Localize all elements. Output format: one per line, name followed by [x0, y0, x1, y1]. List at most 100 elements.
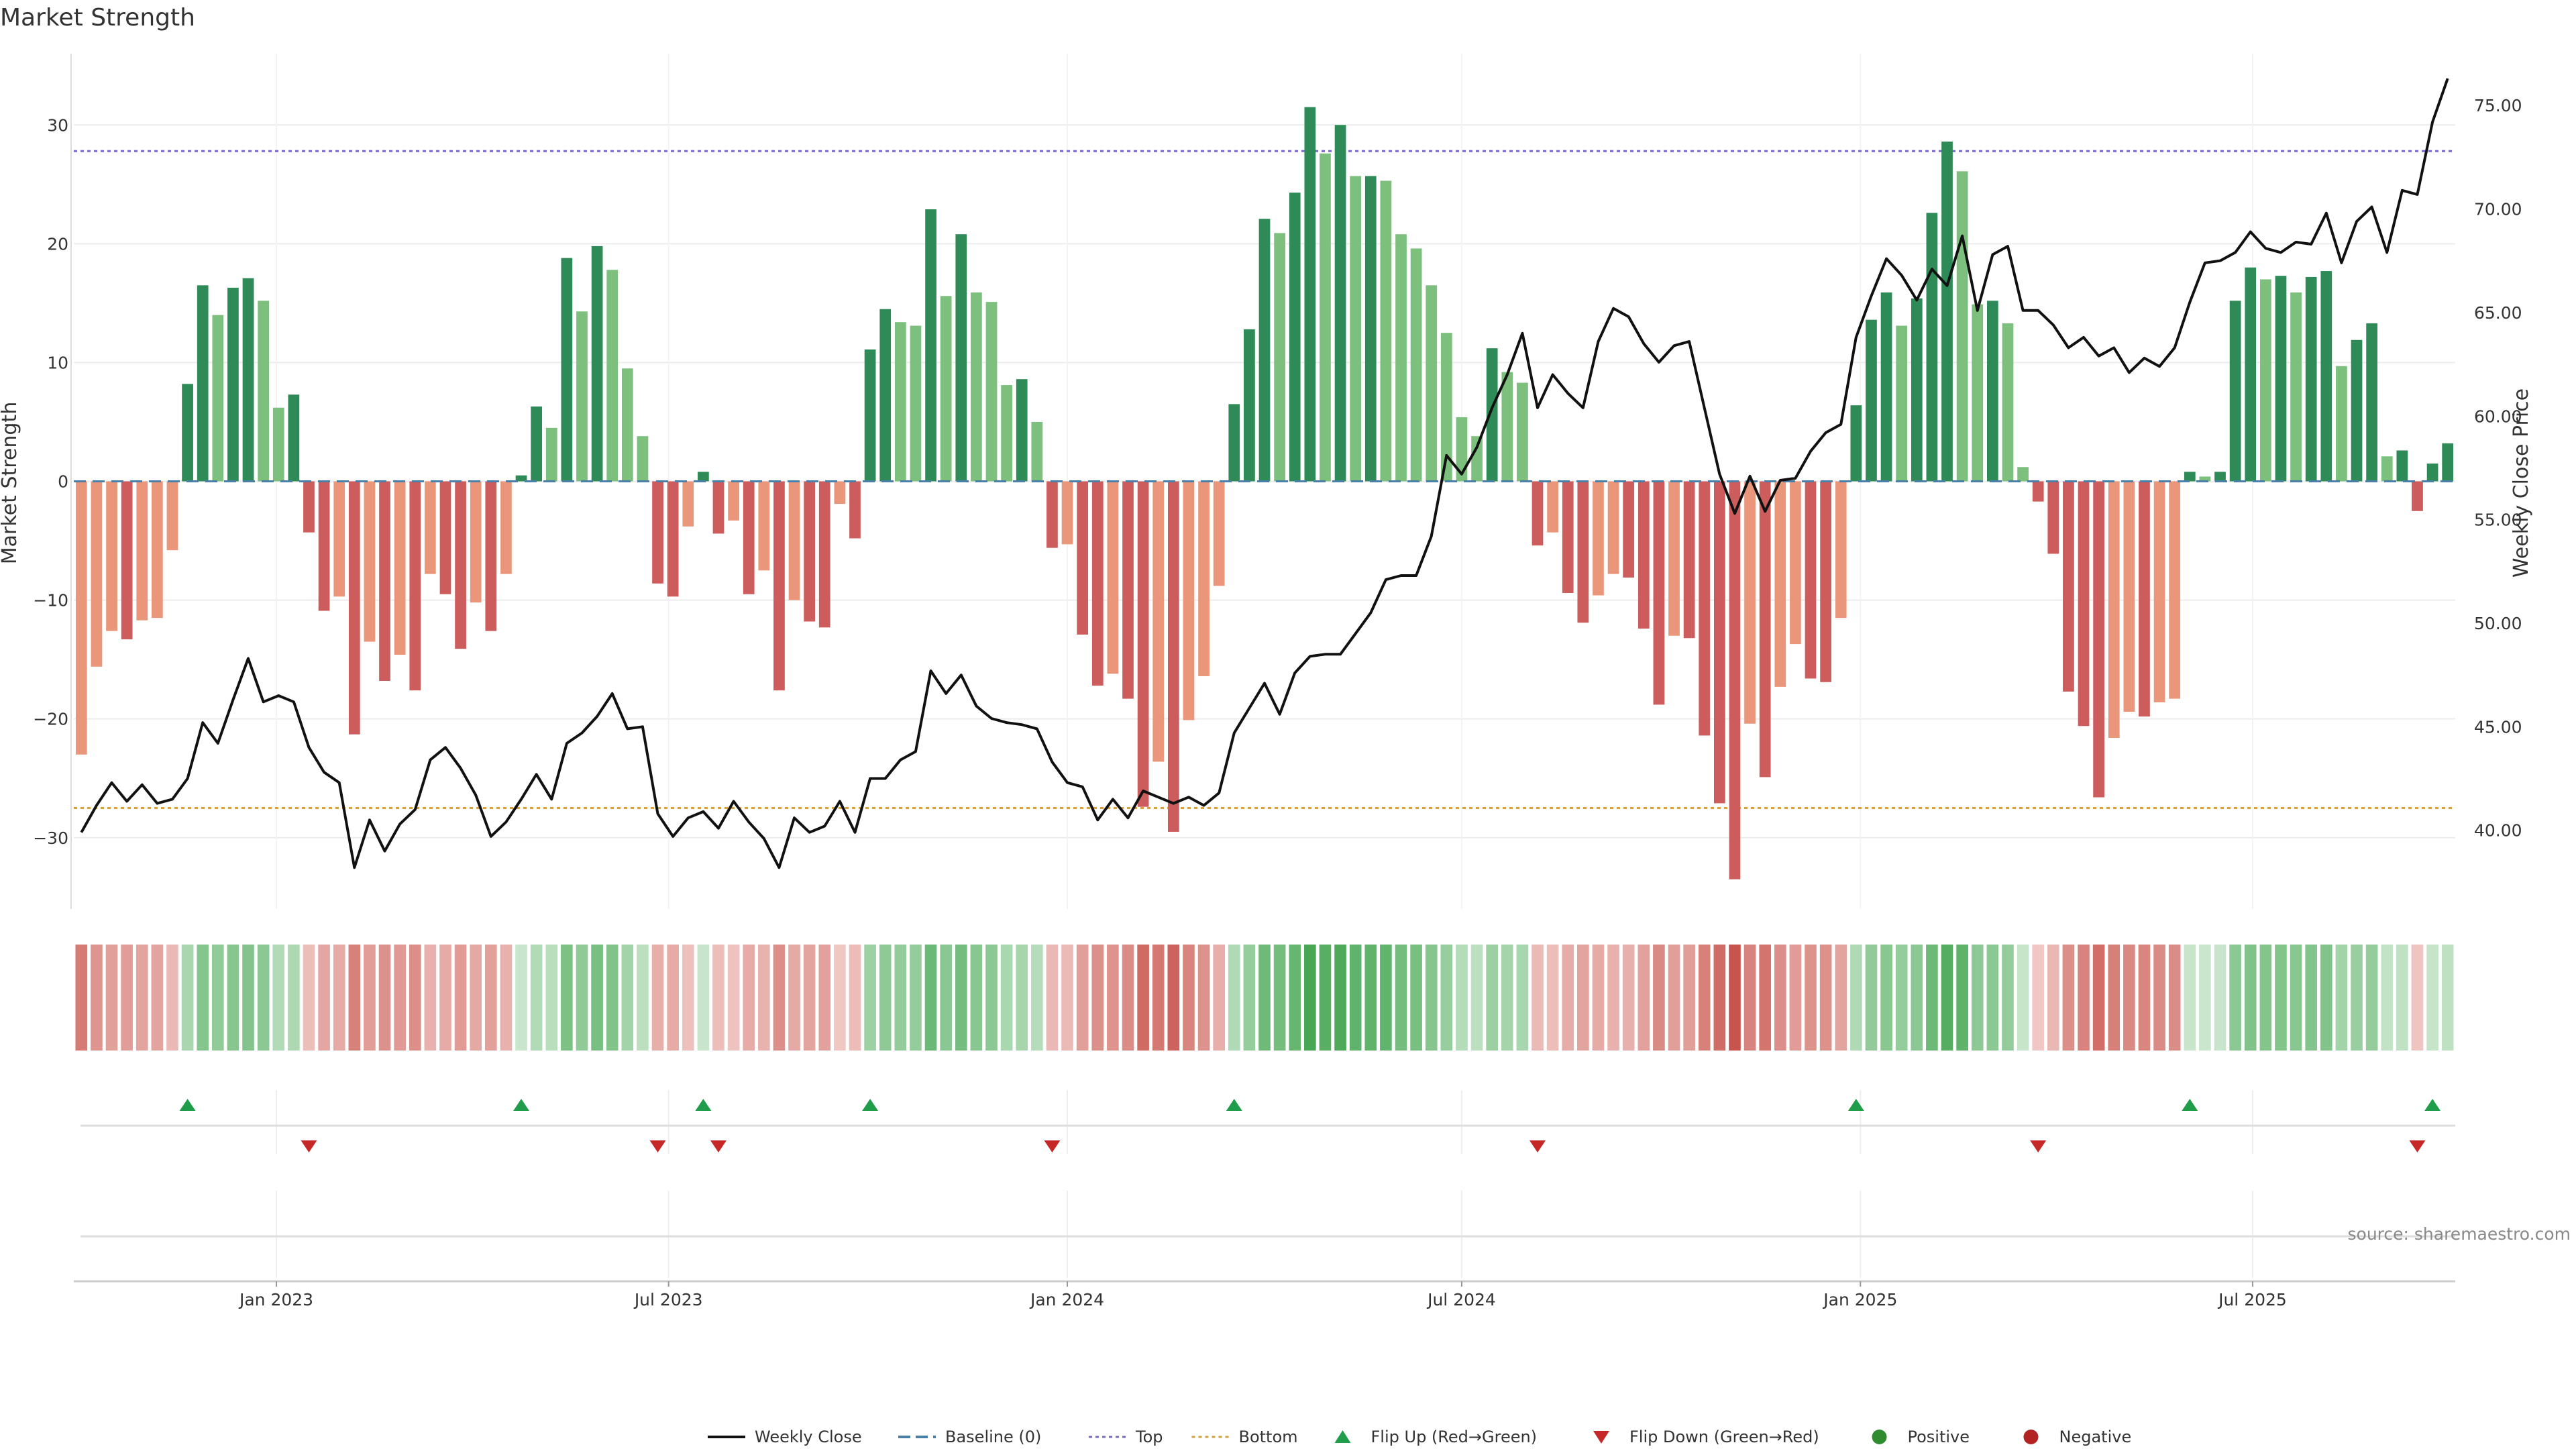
heat-cell: [1470, 945, 1483, 1051]
heat-cell: [484, 945, 497, 1051]
chart-title: Market Strength: [0, 4, 195, 32]
heat-cell: [773, 945, 786, 1051]
strength-bar: [1167, 481, 1179, 832]
strength-bar: [1926, 213, 1938, 482]
heat-cell: [1440, 945, 1453, 1051]
strength-bar: [1244, 329, 1255, 482]
strength-bar: [2169, 481, 2181, 699]
heat-cell: [333, 945, 345, 1051]
heat-cell: [2411, 945, 2424, 1051]
heat-cell: [1228, 945, 1240, 1051]
right-axis: 75.00 70.00 65.00 60.00 55.00 50.00 45.00 40.00: [2474, 96, 2522, 841]
legend-label: Flip Up (Red→Green): [1371, 1428, 1538, 1446]
heat-cell: [1289, 945, 1301, 1051]
heat-cell: [272, 945, 285, 1051]
heat-cell: [879, 945, 892, 1051]
heat-cell: [2396, 945, 2408, 1051]
flip-up-marker: [862, 1099, 879, 1111]
heat-cell: [211, 945, 224, 1051]
heat-cell: [1501, 945, 1513, 1051]
heat-cell: [621, 945, 634, 1051]
x-tick-label: Jul 2025: [2217, 1290, 2287, 1309]
strength-bar: [667, 481, 679, 597]
flip-up-marker: [1226, 1099, 1242, 1111]
strength-bar: [1668, 481, 1680, 636]
heat-cell: [743, 945, 755, 1051]
x-tick-label: Jul 2024: [1426, 1290, 1496, 1309]
strength-bar: [2139, 481, 2150, 717]
strength-bar: [1972, 304, 1984, 482]
heat-cell: [1258, 945, 1271, 1051]
strength-bar: [1440, 333, 1452, 482]
y2-tick-label: 75.00: [2474, 96, 2522, 115]
strength-bar: [2214, 472, 2226, 482]
strength-bar: [621, 368, 633, 482]
legend-label: Baseline (0): [945, 1428, 1041, 1446]
heat-cell: [394, 945, 406, 1051]
strength-bar: [1107, 481, 1119, 674]
strength-bar: [1274, 233, 1285, 482]
legend-label: Positive: [1908, 1428, 1970, 1446]
heat-cell: [1273, 945, 1286, 1051]
strength-bar: [606, 270, 619, 482]
strength-bar: [1334, 125, 1346, 482]
strength-bar: [1289, 193, 1301, 482]
strength-bar: [1759, 481, 1771, 777]
strength-bar: [849, 481, 861, 539]
strength-bar: [894, 322, 906, 482]
heat-cell: [1743, 945, 1756, 1051]
heat-cell: [242, 945, 254, 1051]
strength-bar: [1456, 417, 1468, 482]
strength-bar: [1304, 107, 1316, 482]
heat-cell: [2214, 945, 2226, 1051]
heat-cell: [1819, 945, 1832, 1051]
strength-bar: [2259, 279, 2271, 482]
strength-bar: [1699, 481, 1711, 736]
heat-cell: [1304, 945, 1316, 1051]
y-axis-title: Market Strength: [0, 402, 21, 564]
strength-bar: [2078, 481, 2090, 727]
heat-cell: [2092, 945, 2105, 1051]
strength-bar: [2047, 481, 2059, 554]
strength-bar: [1896, 325, 1908, 482]
strength-bar: [1122, 481, 1134, 699]
strength-bar: [151, 481, 163, 619]
heat-cell: [2351, 945, 2363, 1051]
heat-cell: [1880, 945, 1892, 1051]
y-tick-label: 20: [47, 234, 68, 254]
x-axis: Jan 2023 Jul 2023 Jan 2024 Jul 2024 Jan 2025…: [74, 1280, 2455, 1309]
heat-cell: [1774, 945, 1786, 1051]
heat-cell: [1152, 945, 1165, 1051]
source-note: source: sharemaestro.com: [2348, 1224, 2571, 1244]
flip-down-marker: [2030, 1140, 2047, 1152]
y2-axis-title: Weekly Close Price: [2510, 388, 2533, 578]
price-series: [80, 78, 2449, 869]
heat-cell: [409, 945, 421, 1051]
heat-cell: [181, 945, 194, 1051]
heat-cell: [910, 945, 922, 1051]
strength-bar: [1046, 481, 1058, 548]
strength-bar: [2351, 339, 2363, 482]
legend-label: Weekly Close: [755, 1428, 862, 1446]
x-tick-label: Jan 2024: [1029, 1290, 1104, 1309]
strength-bar: [1790, 481, 1801, 645]
strength-bar: [1364, 176, 1377, 482]
strength-bar: [1471, 436, 1483, 482]
heat-cell: [1607, 945, 1619, 1051]
strength-bar: [1850, 405, 1862, 482]
strength-bar: [1031, 421, 1043, 482]
strength-bar: [394, 481, 406, 655]
heat-cell: [1956, 945, 1968, 1051]
heat-cell: [318, 945, 330, 1051]
heat-cell: [1698, 945, 1711, 1051]
strength-bar: [2290, 292, 2302, 482]
strength-bar: [985, 302, 998, 482]
heat-cell: [378, 945, 391, 1051]
strength-bar: [1653, 481, 1665, 705]
heat-cell: [197, 945, 209, 1051]
legend-label: Top: [1135, 1428, 1163, 1446]
strength-bar: [318, 481, 330, 611]
strength-bar: [2108, 481, 2120, 738]
strength-bar: [2366, 323, 2378, 482]
